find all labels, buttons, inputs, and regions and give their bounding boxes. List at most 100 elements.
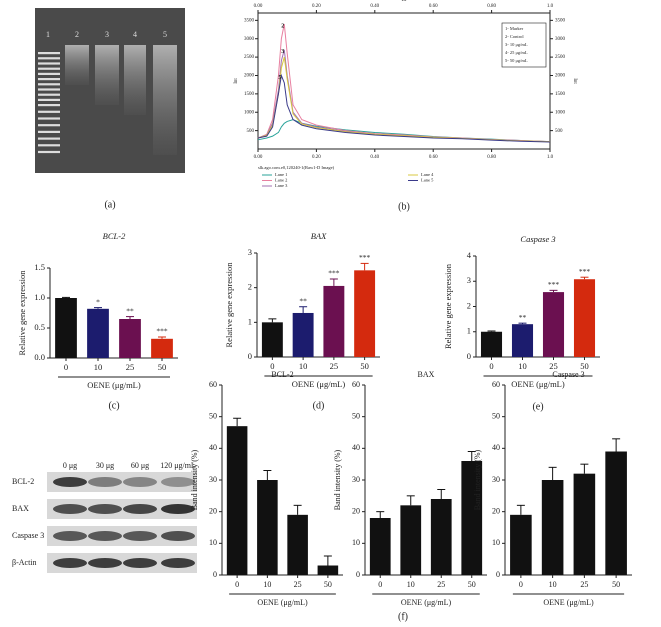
y-tick-label-right: 500 <box>555 129 563 134</box>
ladder-band <box>38 98 60 101</box>
bar <box>292 312 314 357</box>
ladder-band <box>38 124 60 127</box>
panel-label: (f) <box>398 611 408 622</box>
panel-label: (d) <box>313 400 325 411</box>
legend-entry: Lane 5 <box>421 178 434 183</box>
significance-label: *** <box>359 253 371 262</box>
legend-entry: Lane 2 <box>275 178 287 183</box>
y-tick-label: 1 <box>248 316 252 326</box>
y-tick-label-right: 2000 <box>555 74 566 79</box>
y-axis-label: Band intensity (%) <box>473 449 482 510</box>
y-tick-label: 2 <box>248 282 252 292</box>
line-series <box>257 73 551 143</box>
y-tick-label: 50 <box>209 411 217 420</box>
bar <box>461 461 483 575</box>
blot-row-label: β-Actin <box>12 558 37 567</box>
bar <box>226 426 248 575</box>
chart-title: Caspase 3 <box>520 234 555 244</box>
x-axis-label: OENE (μg/mL) <box>511 379 565 389</box>
ladder-band <box>38 104 60 107</box>
ladder-band <box>38 83 60 86</box>
x-tick-label: 25 <box>294 580 302 589</box>
y-tick-label: 40 <box>492 443 500 452</box>
x-axis-label: OENE (μg/mL) <box>87 380 141 390</box>
significance-label: *** <box>328 269 340 278</box>
y-tick-label: 1 <box>467 326 471 336</box>
x-tick-label: 10 <box>407 580 415 589</box>
significance-label: ** <box>299 296 307 305</box>
chart-title: BCL-2 <box>271 370 293 379</box>
y-tick-label-right: 3500 <box>555 18 566 23</box>
plot-frame <box>257 12 551 150</box>
ladder-band <box>38 62 60 65</box>
x-tick-label: 25 <box>126 362 135 372</box>
bar <box>287 514 308 575</box>
legend-box <box>501 22 547 68</box>
gel-smear <box>153 45 177 155</box>
bar <box>542 292 565 357</box>
legend-box-entry: 1- Marker <box>505 26 524 31</box>
lane-label: 2 <box>75 30 79 39</box>
x-tick-label: 50 <box>360 361 369 371</box>
bar <box>573 279 596 357</box>
y-tick-label: 10 <box>352 538 360 547</box>
bar <box>573 473 596 575</box>
x-axis-label: OENE (μg/mL) <box>543 598 594 607</box>
legend-box-entry: 3- 10 μg/mL <box>505 42 528 47</box>
blot-row-label: BCL-2 <box>12 477 34 486</box>
significance-label: * <box>96 297 100 306</box>
y-tick-label: 0 <box>496 570 500 579</box>
blot-column-label: 120 μg/mL <box>160 461 196 470</box>
blot-band <box>123 477 157 487</box>
blot-band <box>88 477 122 487</box>
ladder-band <box>38 150 60 154</box>
x-tick-label: 10 <box>549 580 557 589</box>
gel-smear <box>65 45 89 85</box>
blot-band <box>53 558 87 568</box>
blot-column-label: 30 μg <box>96 461 114 470</box>
y-tick-label: 60 <box>352 380 360 389</box>
x-tick-label: 0.80 <box>487 155 496 160</box>
y-axis-label-right: Int <box>572 78 577 84</box>
y-tick-label: 1000 <box>244 110 255 115</box>
x-tick-label: 0.40 <box>370 155 379 160</box>
bar <box>87 308 109 358</box>
x-tick-label: 0.20 <box>312 155 321 160</box>
x-tick-label-top: 0.40 <box>370 4 379 9</box>
y-tick-label: 0.0 <box>34 352 45 362</box>
x-tick-label: 50 <box>612 580 620 589</box>
panel-label: (c) <box>108 400 119 411</box>
x-tick-label: 0 <box>64 362 68 372</box>
blot-row-label: BAX <box>12 504 29 513</box>
y-axis-label: Band intensity (%) <box>333 449 342 510</box>
lane-label: 4 <box>133 30 137 39</box>
x-tick-label: 25 <box>437 580 445 589</box>
significance-label: *** <box>156 327 168 336</box>
bar <box>510 514 532 575</box>
panel-label: (e) <box>532 401 543 412</box>
significance-label: ** <box>126 306 134 315</box>
chart-title: BAX <box>311 231 327 241</box>
y-tick-label: 1.5 <box>34 262 45 272</box>
blot-band <box>53 531 87 541</box>
bar <box>317 565 339 575</box>
y-tick-label: 0.5 <box>34 322 45 332</box>
x-axis-label: OENE (μg/mL) <box>292 379 346 389</box>
y-tick-label-right: 3000 <box>555 37 566 42</box>
y-axis-label: Band intensity (%) <box>190 449 199 510</box>
chart-title: Caspase 3 <box>552 370 584 379</box>
x-tick-label-top: 0.20 <box>312 4 321 9</box>
bar <box>261 322 283 357</box>
bar <box>369 518 391 575</box>
y-tick-label: 30 <box>492 475 500 484</box>
significance-label: ** <box>519 313 527 322</box>
blot-band <box>123 558 157 568</box>
x-tick-label: 10 <box>263 580 271 589</box>
ladder-band <box>38 57 60 60</box>
blot-band <box>161 504 195 514</box>
x-tick-label: 0 <box>519 580 523 589</box>
panel-label: (a) <box>104 199 115 210</box>
gel-image <box>35 8 185 173</box>
gel-smear <box>95 45 119 105</box>
